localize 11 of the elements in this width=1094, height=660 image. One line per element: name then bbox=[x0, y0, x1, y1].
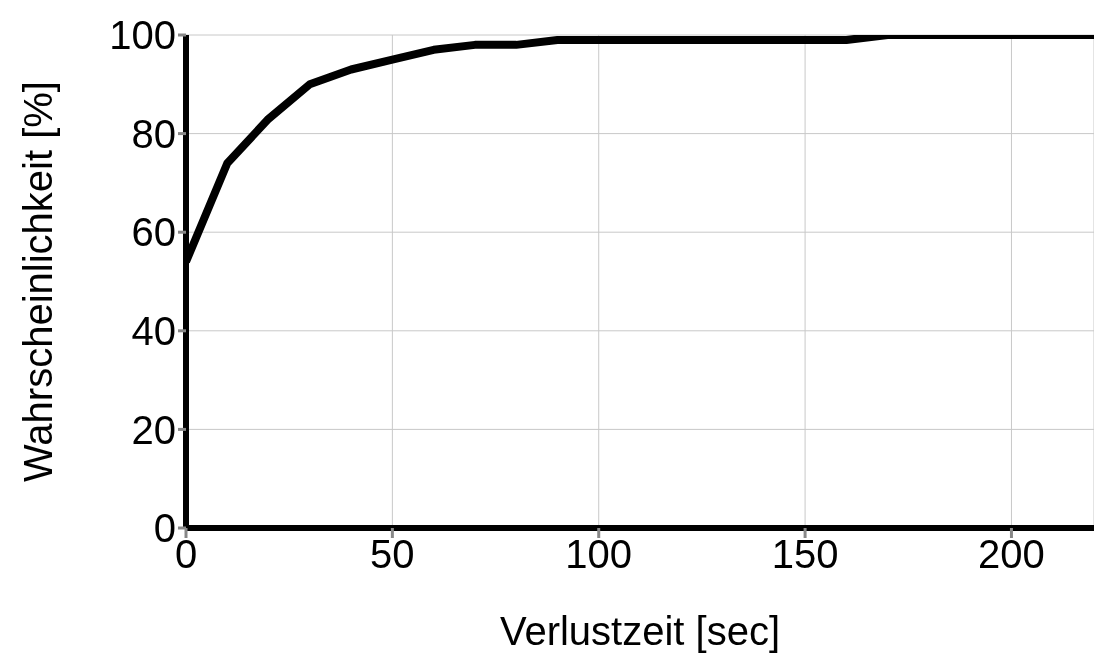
x-axis-title: Verlustzeit [sec] bbox=[499, 609, 781, 653]
y-tick-label: 100 bbox=[109, 13, 176, 58]
x-tick-label: 50 bbox=[370, 532, 415, 577]
x-tick-label: 100 bbox=[565, 532, 633, 577]
y-tick-label: 40 bbox=[131, 309, 176, 353]
y-tick-label: 60 bbox=[131, 210, 176, 255]
y-tick-label: 20 bbox=[131, 407, 176, 452]
x-tick-label: 200 bbox=[978, 532, 1045, 577]
x-tick-label: 150 bbox=[771, 532, 839, 577]
y-axis-title: Wahrscheinlichkeit [%] bbox=[16, 81, 61, 482]
y-tick-label: 80 bbox=[131, 111, 176, 156]
